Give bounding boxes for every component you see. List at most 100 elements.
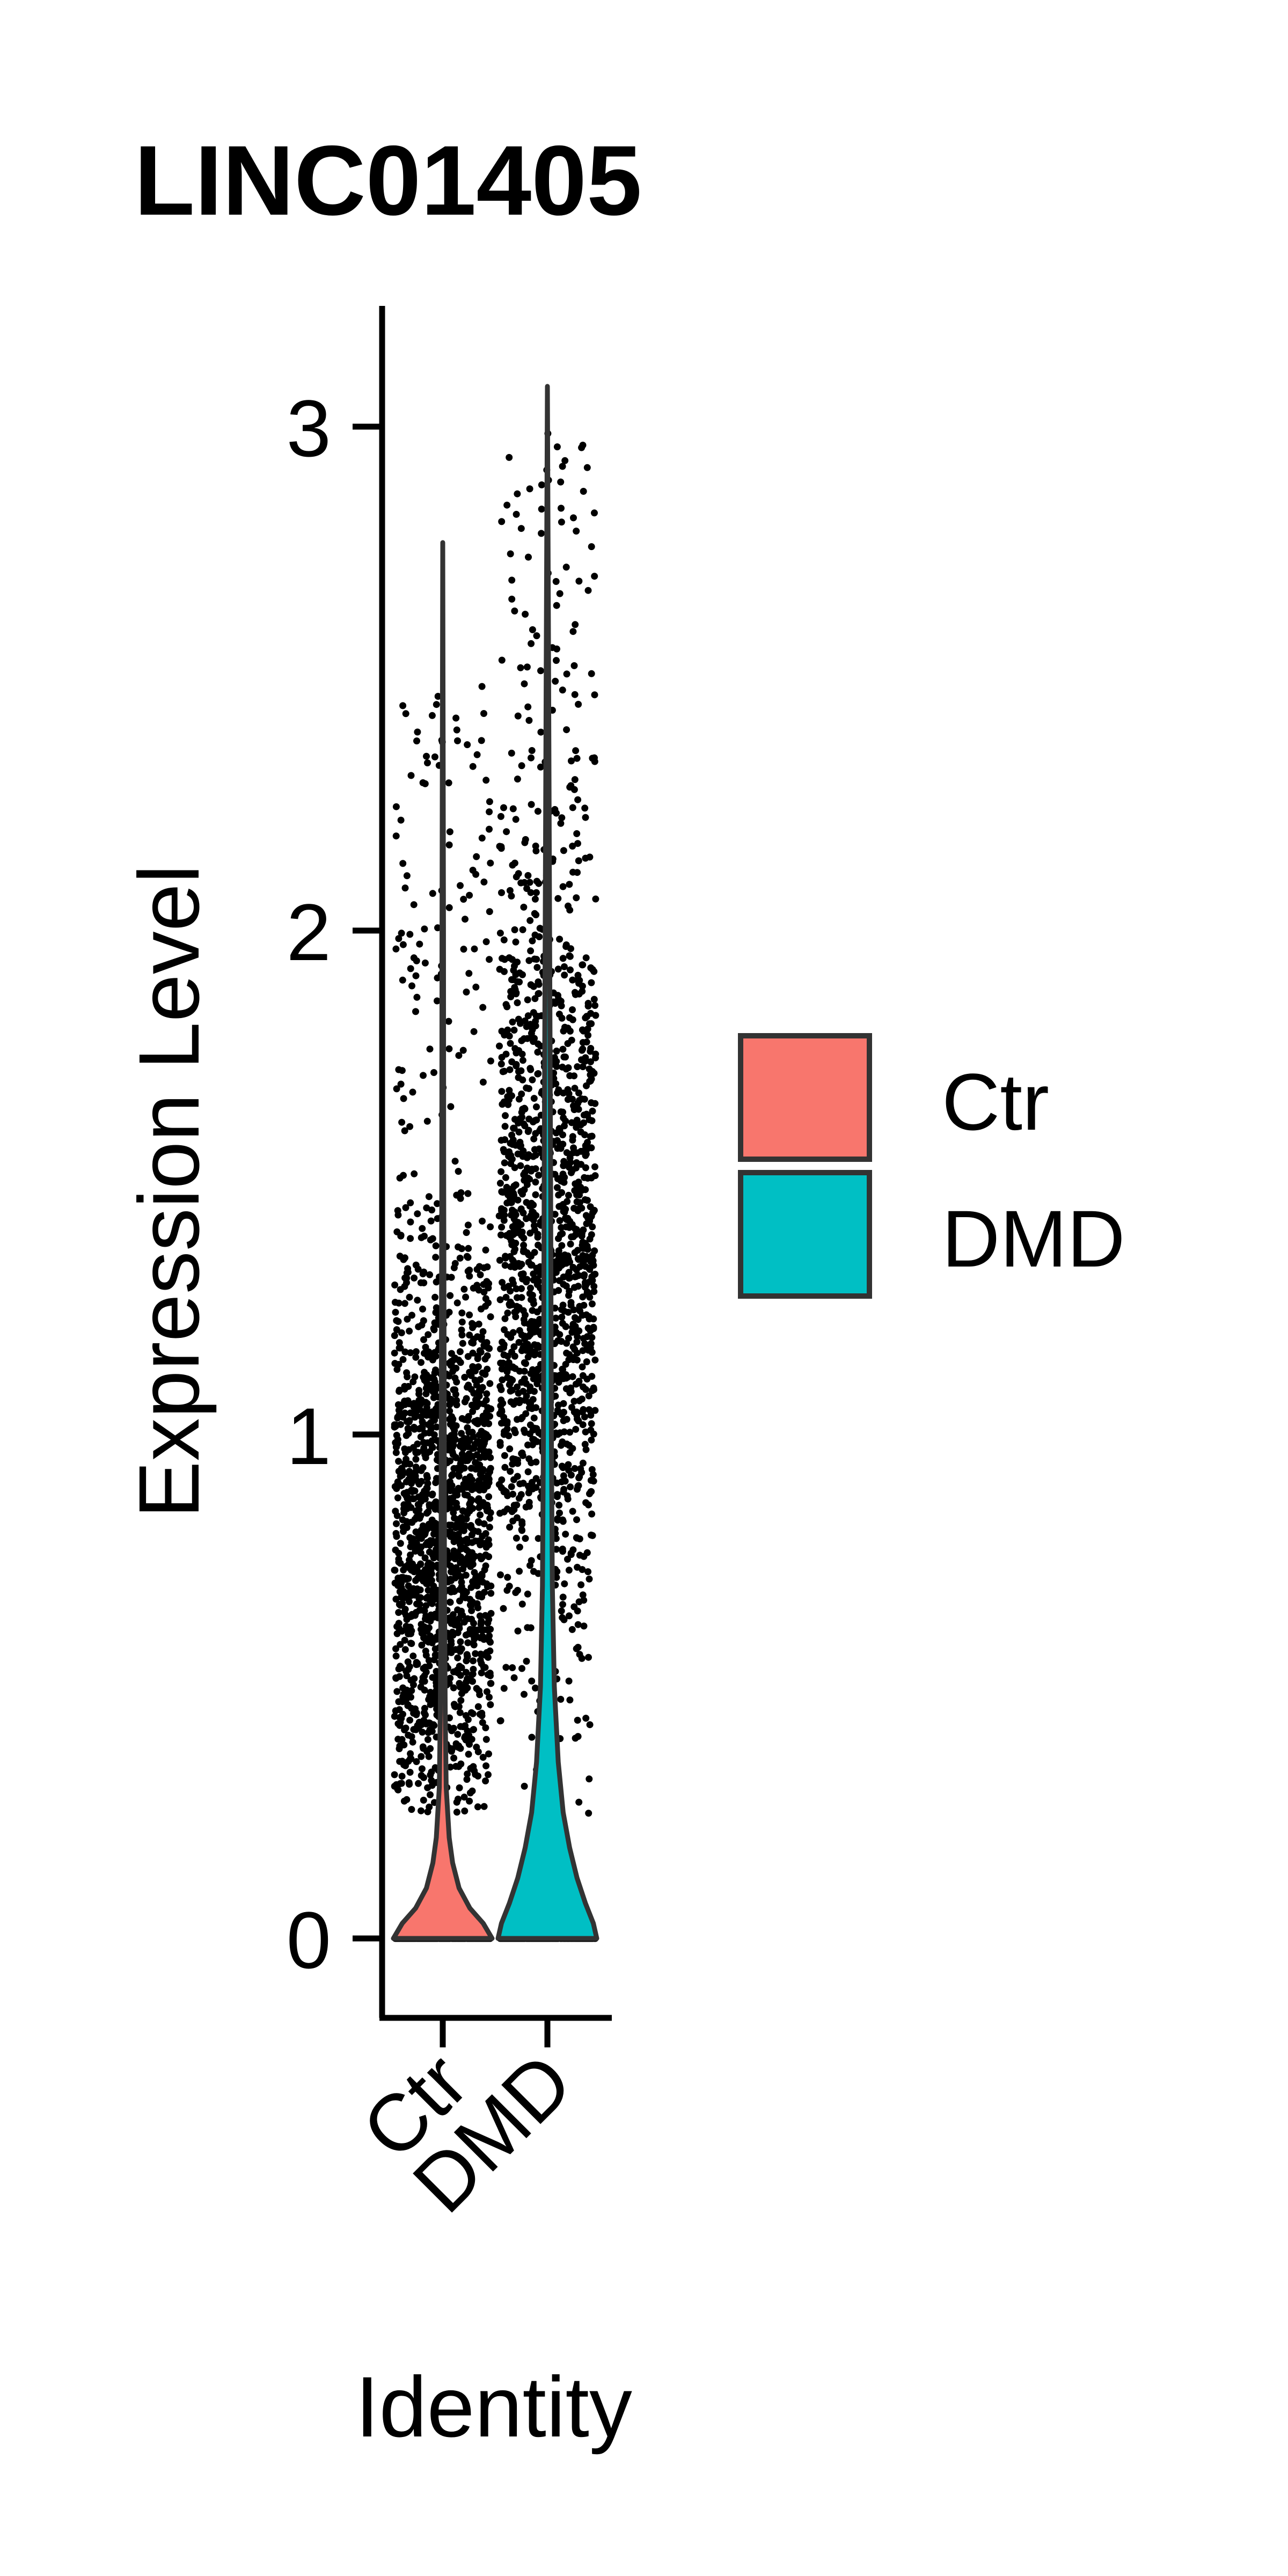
data-point: [427, 1688, 434, 1696]
data-point: [482, 1724, 489, 1731]
data-point: [573, 1116, 581, 1124]
data-point: [452, 1391, 459, 1398]
data-point: [582, 1054, 589, 1062]
data-point: [481, 1342, 488, 1350]
data-point: [446, 828, 453, 836]
data-point: [551, 1211, 559, 1218]
data-point: [486, 1524, 493, 1531]
data-point: [516, 1143, 524, 1150]
data-point: [452, 1740, 460, 1747]
data-point: [588, 543, 595, 551]
data-point: [424, 1525, 431, 1532]
data-point: [517, 879, 525, 887]
data-point: [480, 1264, 488, 1271]
data-point: [512, 1219, 519, 1227]
data-point: [534, 1231, 541, 1238]
data-point: [465, 1245, 472, 1252]
data-point: [473, 1396, 481, 1403]
data-point: [518, 1232, 525, 1239]
data-point: [485, 1448, 493, 1455]
data-point: [432, 1309, 440, 1316]
data-point: [470, 1657, 477, 1665]
data-point: [469, 1556, 476, 1564]
data-point: [445, 1372, 453, 1380]
data-point: [566, 1258, 574, 1266]
data-point: [580, 1226, 587, 1234]
data-point: [428, 1768, 435, 1776]
data-point: [568, 1233, 575, 1241]
data-point: [571, 691, 579, 698]
data-point: [510, 1190, 517, 1197]
data-point: [453, 726, 460, 734]
data-point: [517, 664, 524, 671]
data-point: [496, 930, 504, 937]
data-point: [529, 1485, 537, 1492]
data-point: [401, 1646, 409, 1653]
data-point: [476, 1454, 484, 1461]
data-point: [447, 1763, 454, 1771]
data-point: [504, 1309, 511, 1317]
data-point: [416, 940, 423, 948]
data-point: [477, 1657, 484, 1664]
data-point: [498, 1088, 506, 1095]
data-point: [497, 1060, 505, 1068]
data-point: [457, 882, 464, 889]
data-point: [513, 1061, 520, 1068]
data-point: [535, 1377, 542, 1384]
data-point: [581, 1174, 588, 1181]
data-point: [502, 1112, 509, 1119]
data-point: [501, 1452, 508, 1459]
data-point: [432, 1242, 440, 1249]
data-point: [467, 1709, 475, 1716]
data-point: [525, 1498, 533, 1506]
data-point: [486, 825, 493, 833]
data-point: [499, 1068, 507, 1075]
data-point: [589, 1068, 596, 1075]
data-point: [573, 1266, 580, 1274]
data-point: [472, 983, 480, 991]
data-point: [558, 1313, 566, 1321]
y-tick-label: 2: [287, 887, 331, 977]
data-point: [485, 1750, 492, 1758]
data-point: [532, 1458, 540, 1466]
data-point: [558, 1002, 565, 1009]
data-point: [514, 712, 522, 720]
data-point: [482, 1736, 490, 1743]
data-point: [588, 1174, 595, 1182]
data-point: [478, 1618, 485, 1626]
data-point: [530, 1270, 537, 1278]
data-point: [431, 1596, 439, 1602]
data-point: [420, 1745, 427, 1752]
data-point: [572, 1164, 580, 1172]
data-point: [478, 1593, 486, 1601]
data-point: [537, 763, 544, 771]
data-point: [509, 805, 517, 813]
data-point: [518, 1527, 526, 1534]
data-point: [496, 1439, 504, 1446]
data-point: [528, 801, 535, 808]
data-point: [425, 1657, 433, 1664]
data-point: [448, 1568, 455, 1576]
data-point: [478, 1305, 485, 1313]
data-point: [470, 1484, 477, 1492]
data-point: [398, 930, 405, 937]
data-point: [556, 1126, 564, 1134]
data-point: [476, 1691, 484, 1699]
data-point: [477, 1634, 484, 1642]
data-point: [496, 1180, 504, 1187]
data-point: [486, 1514, 494, 1522]
data-point: [509, 861, 516, 869]
data-point: [400, 1505, 407, 1512]
data-point: [458, 1578, 465, 1586]
data-point: [498, 518, 506, 525]
data-point: [558, 814, 566, 822]
legend-key-dmd: [738, 1170, 872, 1299]
data-point: [535, 1570, 542, 1577]
data-point: [588, 1144, 595, 1152]
data-point: [458, 1519, 465, 1526]
data-point: [512, 1589, 519, 1596]
data-point: [574, 1483, 582, 1490]
data-point: [449, 1494, 457, 1502]
data-point: [413, 1758, 420, 1765]
data-point: [580, 1335, 587, 1342]
